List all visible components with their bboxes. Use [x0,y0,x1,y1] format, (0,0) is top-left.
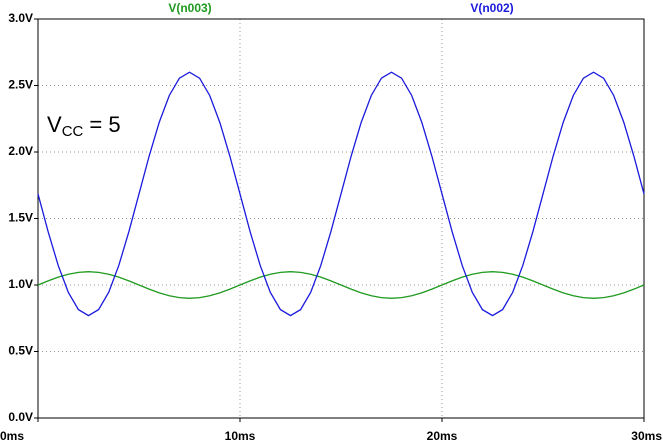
x-tick-label: 30ms [631,429,662,443]
legend-label: V(n002) [470,1,513,15]
y-tick-label: 1.0V [8,277,33,291]
annotation-text: = 5 [89,112,120,137]
plot-frame [37,18,645,419]
y-tick-label: 0.0V [8,410,33,424]
x-tick-label: 10ms [225,429,256,443]
x-tick-label: 20ms [427,429,458,443]
y-tick-label: 0.5V [8,344,33,358]
annotation: VCC = 5 [47,112,121,140]
x-tick-label: 0ms [0,429,24,443]
annotation-base: V [47,112,62,137]
y-tick-label: 2.5V [8,78,33,92]
y-tick-label: 3.0V [8,11,33,25]
annotation-subscript: CC [62,123,84,140]
legend-label: V(n003) [168,1,211,15]
y-tick-label: 2.0V [8,144,33,158]
y-tick-label: 1.5V [8,211,33,225]
series-line [37,71,645,317]
series-line [37,271,645,299]
